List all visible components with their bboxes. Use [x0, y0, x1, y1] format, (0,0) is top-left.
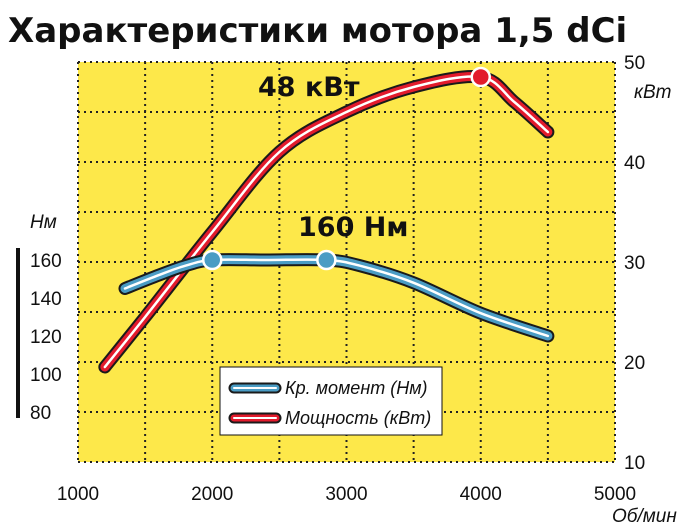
torque-peak-annotation: 160 Нм: [298, 212, 408, 243]
x-tick-label: 3000: [325, 484, 367, 505]
x-ticks: 1000 2000 3000 4000 5000: [57, 484, 636, 505]
right-axis-unit: кВт: [634, 82, 671, 103]
chart-title: Характеристики мотора 1,5 dCi: [8, 11, 627, 51]
power-peak-marker: [470, 66, 491, 88]
left-tick-label: 140: [30, 289, 62, 310]
right-tick-label: 10: [624, 453, 645, 474]
right-tick-label: 30: [624, 253, 645, 274]
x-tick-label: 4000: [460, 484, 502, 505]
left-ticks: 160 140 120 100 80: [30, 251, 62, 424]
torque-peak-marker: [202, 249, 223, 271]
legend-label-torque: Кр. момент (Нм): [285, 378, 428, 398]
left-tick-label: 80: [30, 403, 51, 424]
legend-box: [219, 366, 443, 436]
torque-peak-marker: [316, 249, 337, 271]
x-tick-label: 1000: [57, 484, 99, 505]
series-layer: [98, 66, 555, 374]
x-axis-unit: Об/мин: [612, 506, 677, 527]
power-line-highlight: [103, 75, 550, 369]
power-peak-annotation: 48 кВт: [258, 72, 360, 103]
torque-line-highlight: [123, 258, 550, 338]
legend-label-power: Мощность (кВт): [285, 408, 431, 428]
left-axis-unit: Нм: [30, 212, 57, 233]
right-tick-label: 50: [624, 53, 645, 74]
left-tick-label: 100: [30, 365, 62, 386]
left-tick-label: 160: [30, 251, 62, 272]
x-tick-label: 2000: [191, 484, 233, 505]
legend: Кр. момент (Нм) Мощность (кВт): [219, 366, 443, 436]
right-tick-label: 20: [624, 353, 645, 374]
right-tick-label: 40: [624, 153, 645, 174]
right-ticks: 50 40 30 20 10: [624, 53, 645, 474]
x-tick-label: 5000: [594, 484, 636, 505]
left-tick-label: 120: [30, 327, 62, 348]
